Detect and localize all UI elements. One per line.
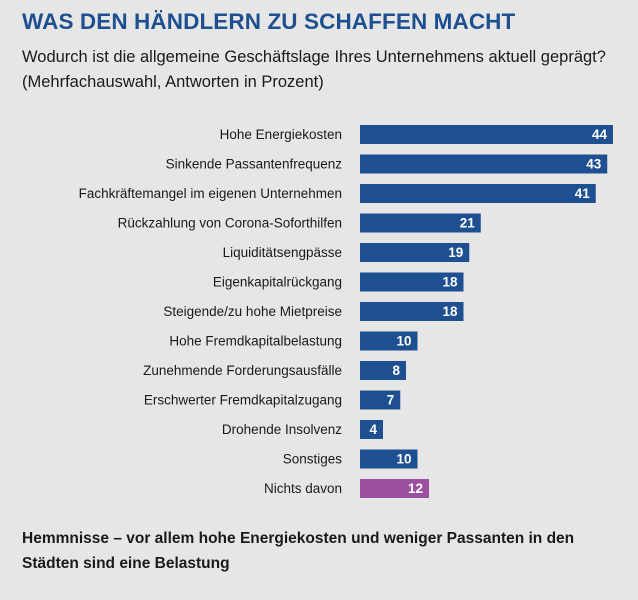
bar-sinkende-passantenfrequenz <box>360 154 608 174</box>
value-label-ruckzahlung-von-corona-soforthilfen: 21 <box>460 216 476 231</box>
category-label-ruckzahlung-von-corona-soforthilfen: Rückzahlung von Corona-Soforthilfen <box>118 216 342 231</box>
category-label-hohe-fremdkapitalbelastung: Hohe Fremdkapitalbelastung <box>169 334 342 349</box>
bar-hohe-energiekosten <box>360 125 613 144</box>
category-label-steigende-zu-hohe-mietpreise: Steigende/zu hohe Mietpreise <box>163 304 342 319</box>
category-label-eigenkapitalruckgang: Eigenkapitalrückgang <box>213 275 342 290</box>
category-label-nichts-davon: Nichts davon <box>264 481 342 496</box>
category-label-sonstiges: Sonstiges <box>283 452 343 467</box>
bar-liquiditatsengpasse <box>360 243 470 262</box>
category-label-fachkraftemangel-im-eigenen-unternehmen: Fachkräftemangel im eigenen Unternehmen <box>79 186 342 201</box>
value-label-hohe-fremdkapitalbelastung: 10 <box>396 334 411 349</box>
bar-eigenkapitalruckgang <box>360 272 464 292</box>
category-label-erschwerter-fremdkapitalzugang: Erschwerter Fremdkapitalzugang <box>144 393 342 408</box>
value-label-fachkraftemangel-im-eigenen-unternehmen: 41 <box>575 186 591 201</box>
value-label-hohe-energiekosten: 44 <box>592 127 608 142</box>
value-label-liquiditatsengpasse: 19 <box>448 245 463 260</box>
category-label-sinkende-passantenfrequenz: Sinkende Passantenfrequenz <box>166 157 343 172</box>
value-label-zunehmende-forderungsausfalle: 8 <box>392 363 400 378</box>
bar-hohe-fremdkapitalbelastung <box>360 331 418 351</box>
category-label-liquiditatsengpasse: Liquiditätsengpässe <box>223 245 342 260</box>
value-label-eigenkapitalruckgang: 18 <box>442 275 458 290</box>
bar-drohende-insolvenz <box>360 420 383 439</box>
bar-nichts-davon <box>360 479 429 498</box>
bar-steigende-zu-hohe-mietpreise <box>360 302 464 321</box>
value-label-sinkende-passantenfrequenz: 43 <box>586 157 602 172</box>
value-label-erschwerter-fremdkapitalzugang: 7 <box>387 393 395 408</box>
category-label-zunehmende-forderungsausfalle: Zunehmende Forderungsausfälle <box>143 363 342 378</box>
bar-ruckzahlung-von-corona-soforthilfen <box>360 213 481 233</box>
category-label-hohe-energiekosten: Hohe Energiekosten <box>220 127 342 142</box>
value-label-sonstiges: 10 <box>396 452 411 467</box>
chart-footnote: Hemmnisse – vor allem hohe Energiekosten… <box>22 530 575 572</box>
bar-fachkraftemangel-im-eigenen-unternehmen <box>360 184 596 203</box>
bar-sonstiges <box>360 449 418 469</box>
category-label-drohende-insolvenz: Drohende Insolvenz <box>222 422 342 437</box>
value-label-drohende-insolvenz: 4 <box>369 422 377 437</box>
chart-subtitle: Wodurch ist die allgemeine Geschäftslage… <box>22 48 606 91</box>
bar-zunehmende-forderungsausfalle <box>360 361 406 380</box>
value-label-nichts-davon: 12 <box>408 481 423 496</box>
value-label-steigende-zu-hohe-mietpreise: 18 <box>442 304 458 319</box>
bar-chart: Hohe Energiekosten 44 Sinkende Passantenfr… <box>79 125 613 498</box>
bar-erschwerter-fremdkapitalzugang <box>360 390 401 410</box>
chart-title: WAS DEN HÄNDLERN ZU SCHAFFEN MACHT <box>22 9 516 34</box>
